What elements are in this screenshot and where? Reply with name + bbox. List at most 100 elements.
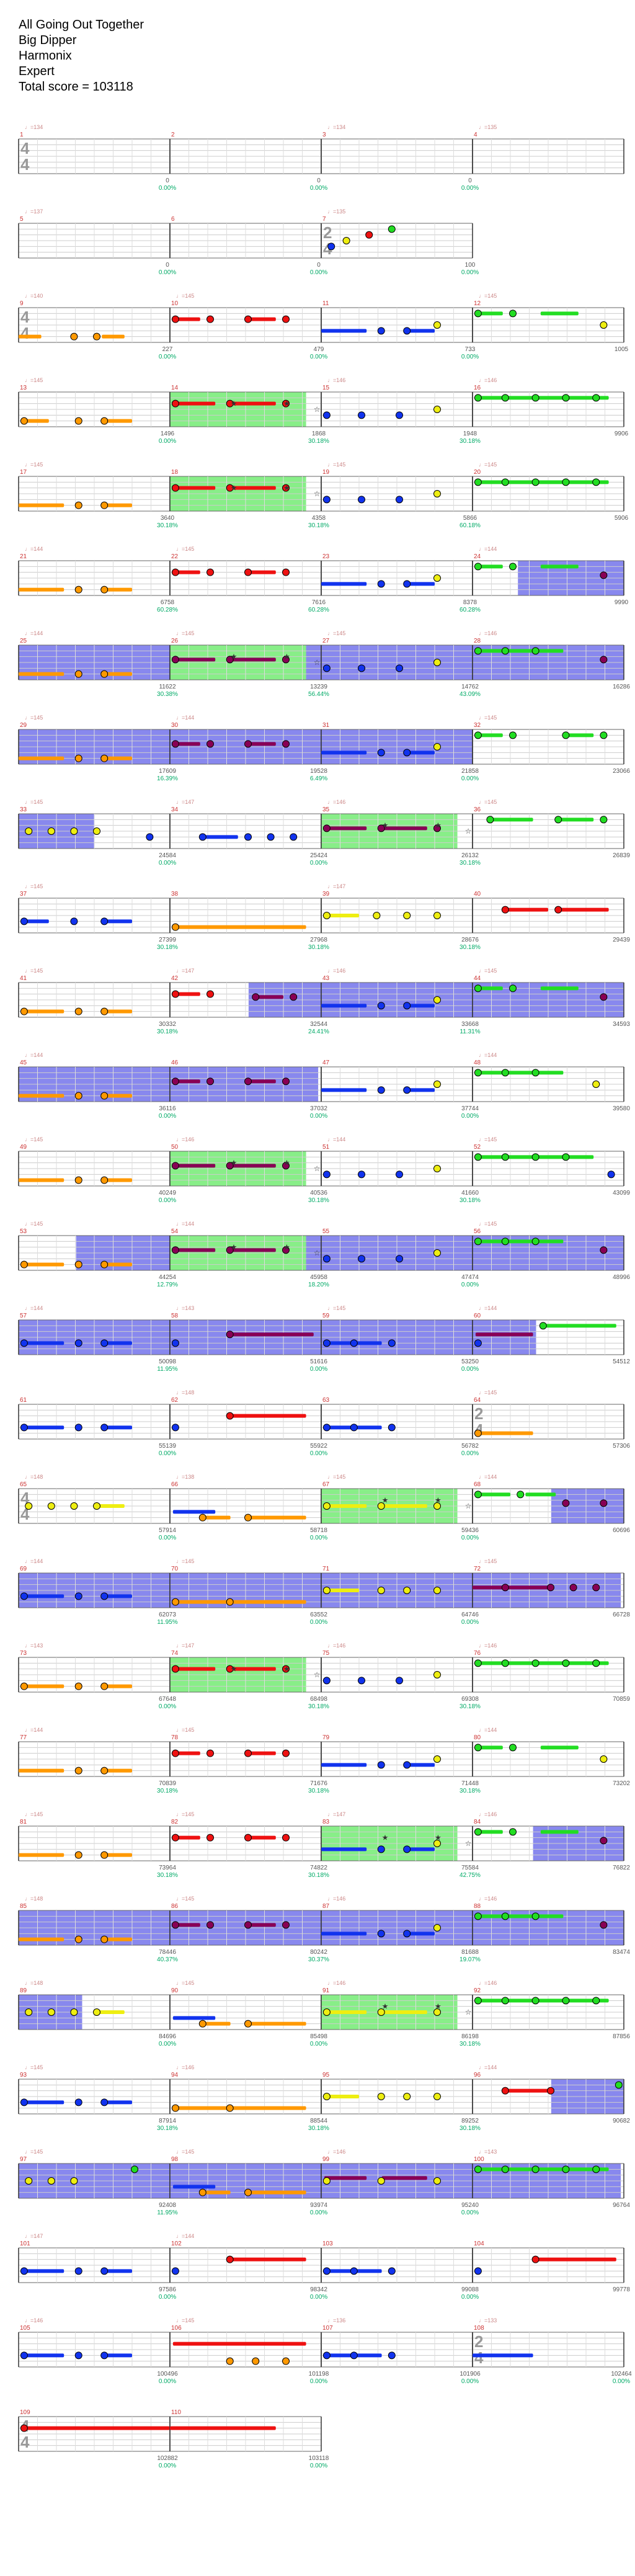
sustain-tail bbox=[404, 1004, 435, 1008]
cumulative-score: 6758 bbox=[161, 599, 175, 606]
cumulative-score: 0 bbox=[166, 177, 169, 184]
measure-number: 95 bbox=[322, 2072, 330, 2079]
note-gem bbox=[562, 1659, 570, 1667]
tempo-marking: ♩=144 bbox=[479, 546, 497, 552]
tempo-marking: ♩=146 bbox=[479, 1896, 497, 1902]
row-end-score: 73202 bbox=[613, 1780, 630, 1787]
overdrive-percent: 0.00% bbox=[310, 1450, 327, 1457]
tempo-marking: ♩=145 bbox=[479, 1558, 497, 1564]
tempo-marking: ♩=145 bbox=[327, 1305, 345, 1311]
note-gem bbox=[282, 740, 290, 748]
sustain-tail bbox=[102, 919, 132, 924]
cumulative-score: 101198 bbox=[309, 2371, 329, 2378]
tempo-marking: ♩=146 bbox=[479, 1642, 497, 1649]
note-gem bbox=[226, 2357, 234, 2365]
tempo-marking: ♩=148 bbox=[25, 1474, 43, 1480]
sustain-tail bbox=[227, 1414, 306, 1418]
tempo-marking: ♩=146 bbox=[327, 2149, 345, 2155]
note-gem bbox=[322, 1502, 331, 1510]
row-end-score: 48996 bbox=[613, 1274, 630, 1281]
note-gem bbox=[433, 574, 441, 582]
note-gem bbox=[433, 2177, 441, 2185]
note-gem bbox=[531, 1153, 540, 1161]
note-gem bbox=[562, 2165, 570, 2173]
note-gem bbox=[171, 315, 179, 323]
overdrive-percent: 30.18% bbox=[157, 1872, 178, 1879]
note-gem bbox=[592, 2165, 600, 2173]
note-gem bbox=[100, 917, 109, 925]
note-gem bbox=[433, 743, 441, 751]
overdrive-percent: 11.95% bbox=[157, 1366, 177, 1373]
measure-number: 36 bbox=[474, 806, 481, 813]
overdrive-percent: 0.00% bbox=[310, 269, 327, 276]
row-end-score: 90682 bbox=[613, 2118, 630, 2124]
cumulative-score: 44254 bbox=[159, 1274, 176, 1281]
sustain-tail bbox=[473, 1585, 548, 1590]
star-marker: ★ bbox=[283, 1159, 290, 1167]
tempo-marking: ♩=145 bbox=[327, 630, 345, 636]
tempo-marking: ♩=143 bbox=[479, 2149, 497, 2155]
tempo-marking: ♩=145 bbox=[176, 2149, 194, 2155]
overdrive-percent: 30.18% bbox=[460, 1788, 481, 1794]
sustain-tail bbox=[102, 1425, 132, 1430]
tempo-marking: ♩=144 bbox=[479, 1305, 497, 1311]
measure-number: 73 bbox=[20, 1650, 27, 1657]
cumulative-score: 227 bbox=[162, 346, 173, 353]
cumulative-score: 0 bbox=[317, 262, 321, 269]
measure-number: 64 bbox=[474, 1397, 481, 1404]
note-gem bbox=[226, 1246, 234, 1254]
note-gem bbox=[474, 1429, 482, 1437]
overdrive-percent: 30.18% bbox=[157, 1028, 178, 1035]
note-gem bbox=[322, 1587, 331, 1594]
note-gem bbox=[282, 1246, 290, 1254]
note-gem bbox=[70, 332, 78, 341]
note-gem bbox=[226, 1598, 234, 1606]
sustain-tail bbox=[404, 1763, 435, 1767]
overdrive-percent: 0.00% bbox=[159, 185, 176, 192]
tempo-marking: ♩=147 bbox=[25, 2233, 43, 2239]
sustain-tail bbox=[324, 1504, 367, 1508]
note-gem bbox=[501, 647, 509, 655]
measure-number: 35 bbox=[322, 806, 330, 813]
note-gem bbox=[377, 1502, 385, 1510]
cumulative-score: 70839 bbox=[159, 1780, 176, 1787]
sustain-tail bbox=[102, 1262, 132, 1267]
note-gem bbox=[252, 993, 260, 1001]
note-gem bbox=[47, 827, 55, 835]
tempo-marking: ♩=133 bbox=[479, 2317, 497, 2324]
note-gem bbox=[282, 1077, 290, 1085]
cumulative-score: 0 bbox=[166, 262, 169, 269]
cumulative-score: 81688 bbox=[461, 1949, 479, 1956]
sustain-tail bbox=[475, 649, 564, 653]
sustain-tail bbox=[475, 311, 503, 316]
sustain-tail bbox=[246, 1515, 306, 1520]
note-gem bbox=[350, 2267, 358, 2275]
note-gem bbox=[592, 394, 600, 402]
note-gem bbox=[244, 315, 252, 323]
note-gem bbox=[74, 1935, 82, 1943]
cumulative-score: 11622 bbox=[159, 684, 176, 690]
note-gem bbox=[206, 740, 214, 748]
note-gem bbox=[501, 478, 509, 486]
sustain-tail bbox=[556, 907, 609, 912]
time-signature-bottom: 4 bbox=[20, 324, 30, 342]
overdrive-percent: 30.18% bbox=[157, 944, 178, 951]
note-gem bbox=[322, 1677, 331, 1685]
note-gem bbox=[100, 1851, 109, 1859]
note-gem bbox=[226, 484, 234, 492]
measure-number: 75 bbox=[322, 1650, 330, 1657]
note-gem bbox=[226, 656, 234, 664]
sustain-tail bbox=[404, 1932, 435, 1936]
cumulative-score: 87914 bbox=[159, 2118, 176, 2124]
sustain-tail bbox=[321, 582, 367, 586]
cumulative-score: 88544 bbox=[310, 2118, 327, 2124]
note-gem bbox=[100, 501, 109, 509]
note-gem bbox=[474, 478, 482, 486]
measure-number: 74 bbox=[171, 1650, 179, 1657]
measure-number: 102 bbox=[171, 2240, 182, 2247]
note-gem bbox=[562, 731, 570, 739]
note-gem bbox=[403, 1587, 411, 1594]
time-signature-top: 2 bbox=[474, 2332, 483, 2351]
note-gem bbox=[433, 1755, 441, 1763]
